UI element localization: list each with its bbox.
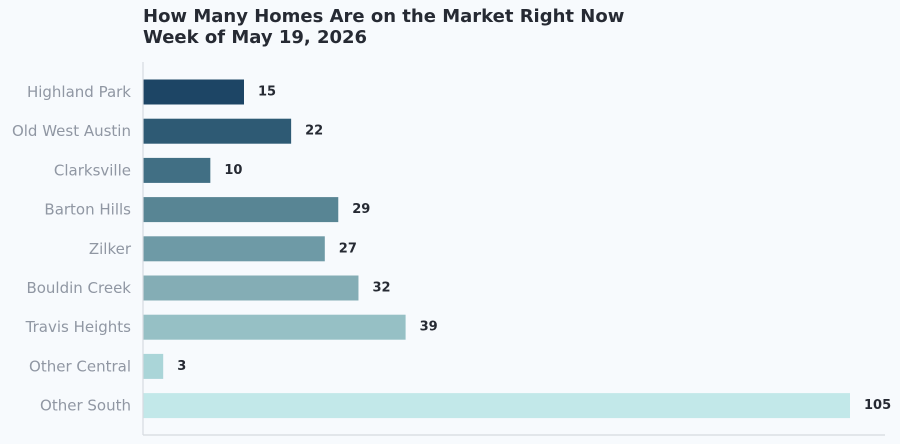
- value-label-highland-park: 15: [258, 85, 276, 100]
- value-label-travis-heights: 39: [420, 320, 438, 335]
- category-label-other-south: Other South: [40, 397, 131, 415]
- bar-bouldin-creek: [143, 275, 359, 301]
- category-label-zilker: Zilker: [89, 240, 132, 258]
- chart-subtitle: Week of May 19, 2026: [143, 27, 368, 48]
- bar-barton-hills: [143, 197, 339, 223]
- bar-highland-park: [143, 79, 244, 105]
- bar-other-central: [143, 353, 164, 379]
- bar-old-west-austin: [143, 118, 292, 144]
- value-label-clarksville: 10: [224, 163, 242, 178]
- category-label-old-west-austin: Old West Austin: [12, 122, 131, 140]
- category-label-highland-park: Highland Park: [27, 83, 131, 101]
- value-label-bouldin-creek: 32: [372, 281, 390, 296]
- category-label-barton-hills: Barton Hills: [44, 201, 131, 219]
- value-label-other-central: 3: [177, 359, 186, 374]
- chart-title: How Many Homes Are on the Market Right N…: [143, 6, 625, 27]
- bar-other-south: [143, 393, 850, 419]
- value-label-other-south: 105: [864, 398, 891, 413]
- category-label-travis-heights: Travis Heights: [25, 318, 132, 336]
- category-label-bouldin-creek: Bouldin Creek: [26, 279, 131, 297]
- value-label-zilker: 27: [339, 241, 357, 256]
- bars-layer: Highland Park 15 Old West Austin 22 Clarksvi…: [12, 79, 891, 419]
- value-label-old-west-austin: 22: [305, 124, 323, 139]
- category-label-other-central: Other Central: [29, 357, 131, 375]
- category-label-clarksville: Clarksville: [54, 161, 131, 179]
- bar-zilker: [143, 236, 325, 262]
- bar-travis-heights: [143, 314, 406, 340]
- value-label-barton-hills: 29: [352, 202, 370, 217]
- chart-title-block: How Many Homes Are on the Market Right N…: [143, 6, 624, 48]
- bar-clarksville: [143, 157, 211, 183]
